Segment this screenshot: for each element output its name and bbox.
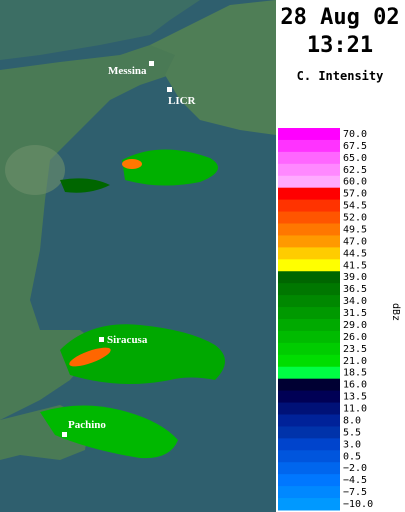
legend-label: 62.5: [343, 165, 367, 176]
echo: [122, 159, 142, 169]
marker: [167, 87, 172, 92]
legend-swatch: [278, 319, 340, 332]
legend-label: 54.5: [343, 201, 367, 212]
legend-swatch: [278, 402, 340, 415]
place-label: Siracusa: [107, 334, 148, 346]
echo: [122, 149, 218, 186]
legend-swatch: [278, 128, 340, 141]
place-label: Messina: [108, 65, 147, 77]
echo: [40, 405, 178, 459]
legend-swatch: [278, 163, 340, 177]
legend-swatch: [278, 426, 340, 439]
legend-swatch: [278, 414, 340, 427]
legend-swatch: [278, 366, 340, 380]
subtitle: C. Intensity: [297, 69, 384, 83]
legend-swatch: [278, 307, 340, 320]
legend-label: 3.0: [343, 439, 361, 450]
legend-unit: dBz: [390, 303, 401, 321]
legend-label: 57.0: [343, 189, 367, 200]
legend-label: 67.5: [343, 141, 367, 152]
legend-label: 44.5: [343, 248, 367, 259]
legend-swatch: [278, 438, 340, 451]
map: Messina LICR Siracusa Pachino: [0, 0, 276, 512]
legend-label: 8.0: [343, 415, 361, 426]
legend-label: 23.5: [343, 344, 367, 355]
legend-label: 31.5: [343, 308, 367, 319]
legend-swatch: [278, 247, 340, 260]
legend-label: −2.0: [343, 463, 367, 474]
legend-swatch: [278, 330, 340, 344]
legend-label: 16.0: [343, 380, 367, 391]
legend-label: −7.5: [343, 487, 367, 498]
legend-label: 39.0: [343, 272, 367, 283]
legend-swatch: [278, 474, 340, 487]
marker: [149, 61, 154, 66]
marker: [62, 432, 67, 437]
place-label: LICR: [168, 95, 197, 107]
etna: [5, 145, 65, 195]
place-markers: [62, 61, 172, 437]
legend-swatch: [278, 187, 340, 201]
echo: [60, 178, 110, 193]
legend-label: 11.0: [343, 404, 367, 415]
legend-swatch: [278, 151, 340, 165]
legend-label: 21.0: [343, 356, 367, 367]
marker: [99, 337, 104, 342]
legend: 70.067.565.062.560.057.054.552.049.547.0…: [278, 128, 373, 511]
legend-label: 36.5: [343, 284, 367, 295]
legend-label: 34.0: [343, 296, 367, 307]
time: 13:21: [307, 33, 373, 58]
calabria-land: [150, 0, 276, 135]
legend-swatch: [278, 498, 340, 511]
north-sea-shade: [0, 0, 200, 60]
legend-label: 49.5: [343, 224, 367, 235]
legend-swatch: [278, 390, 340, 404]
legend-label: 65.0: [343, 153, 367, 164]
legend-swatch: [278, 271, 340, 284]
legend-label: 60.0: [343, 177, 367, 188]
legend-label: 70.0: [343, 129, 367, 140]
legend-label: 29.0: [343, 320, 367, 331]
legend-label: 47.0: [343, 236, 367, 247]
legend-swatch: [278, 342, 340, 356]
legend-swatch: [278, 486, 340, 499]
legend-swatch: [278, 378, 340, 392]
legend-swatch: [278, 223, 340, 236]
legend-label: 18.5: [343, 368, 367, 379]
legend-label: 26.0: [343, 332, 367, 343]
legend-swatch: [278, 199, 340, 213]
legend-swatch: [278, 235, 340, 248]
sicily-land: [0, 40, 185, 420]
legend-swatch: [278, 283, 340, 296]
legend-swatch: [278, 259, 340, 272]
echo: [69, 347, 111, 367]
legend-label: 52.0: [343, 213, 367, 224]
legend-swatch: [278, 462, 340, 475]
legend-label: 41.5: [343, 260, 367, 271]
legend-label: 5.5: [343, 427, 361, 438]
legend-swatch: [278, 354, 340, 368]
legend-swatch: [278, 211, 340, 224]
legend-swatch: [278, 175, 340, 189]
legend-swatch: [278, 450, 340, 463]
legend-label: −4.5: [343, 475, 367, 486]
date: 28 Aug 02: [280, 5, 399, 30]
legend-swatch: [278, 139, 340, 153]
legend-label: 0.5: [343, 451, 361, 462]
place-label: Pachino: [68, 419, 106, 431]
legend-label: 13.5: [343, 392, 367, 403]
legend-label: −10.0: [343, 499, 373, 510]
legend-swatch: [278, 295, 340, 308]
